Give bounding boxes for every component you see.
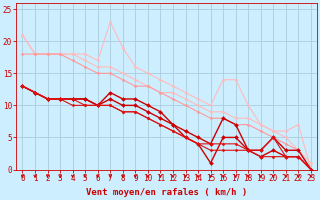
X-axis label: Vent moyen/en rafales ( km/h ): Vent moyen/en rafales ( km/h ): [86, 188, 247, 197]
